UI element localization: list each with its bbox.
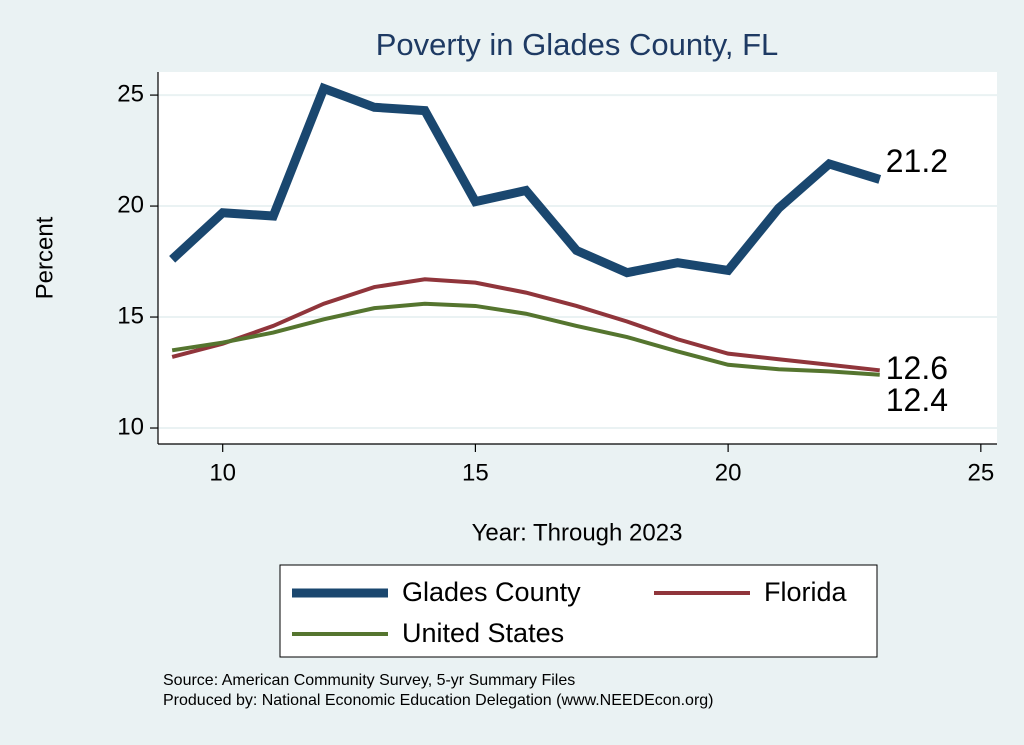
y-tick-label: 25 [117, 80, 144, 107]
x-tick-label: 15 [462, 459, 489, 486]
x-tick-label: 10 [209, 459, 236, 486]
legend-label: United States [402, 618, 564, 648]
x-tick-label: 20 [715, 459, 742, 486]
y-tick-label: 15 [117, 302, 144, 329]
series-line [171, 301, 880, 377]
end-label: 12.4 [886, 382, 948, 418]
legend-label: Glades County [402, 577, 581, 607]
chart-title: Poverty in Glades County, FL [376, 27, 779, 62]
x-tick-label: 25 [967, 459, 994, 486]
y-tick-label: 10 [117, 413, 144, 440]
legend-label: Florida [764, 577, 848, 607]
plot-area [158, 72, 997, 444]
source-note: Produced by: National Economic Education… [163, 692, 714, 709]
end-label: 21.2 [886, 143, 948, 179]
source-note: Source: American Community Survey, 5-yr … [163, 672, 575, 689]
y-axis-label: Percent [31, 216, 58, 299]
end-label: 12.6 [886, 350, 948, 386]
series-line [171, 277, 880, 373]
series-line [169, 82, 882, 278]
x-axis-label: Year: Through 2023 [472, 519, 683, 546]
y-tick-label: 20 [117, 191, 144, 218]
legend-box [279, 564, 878, 658]
